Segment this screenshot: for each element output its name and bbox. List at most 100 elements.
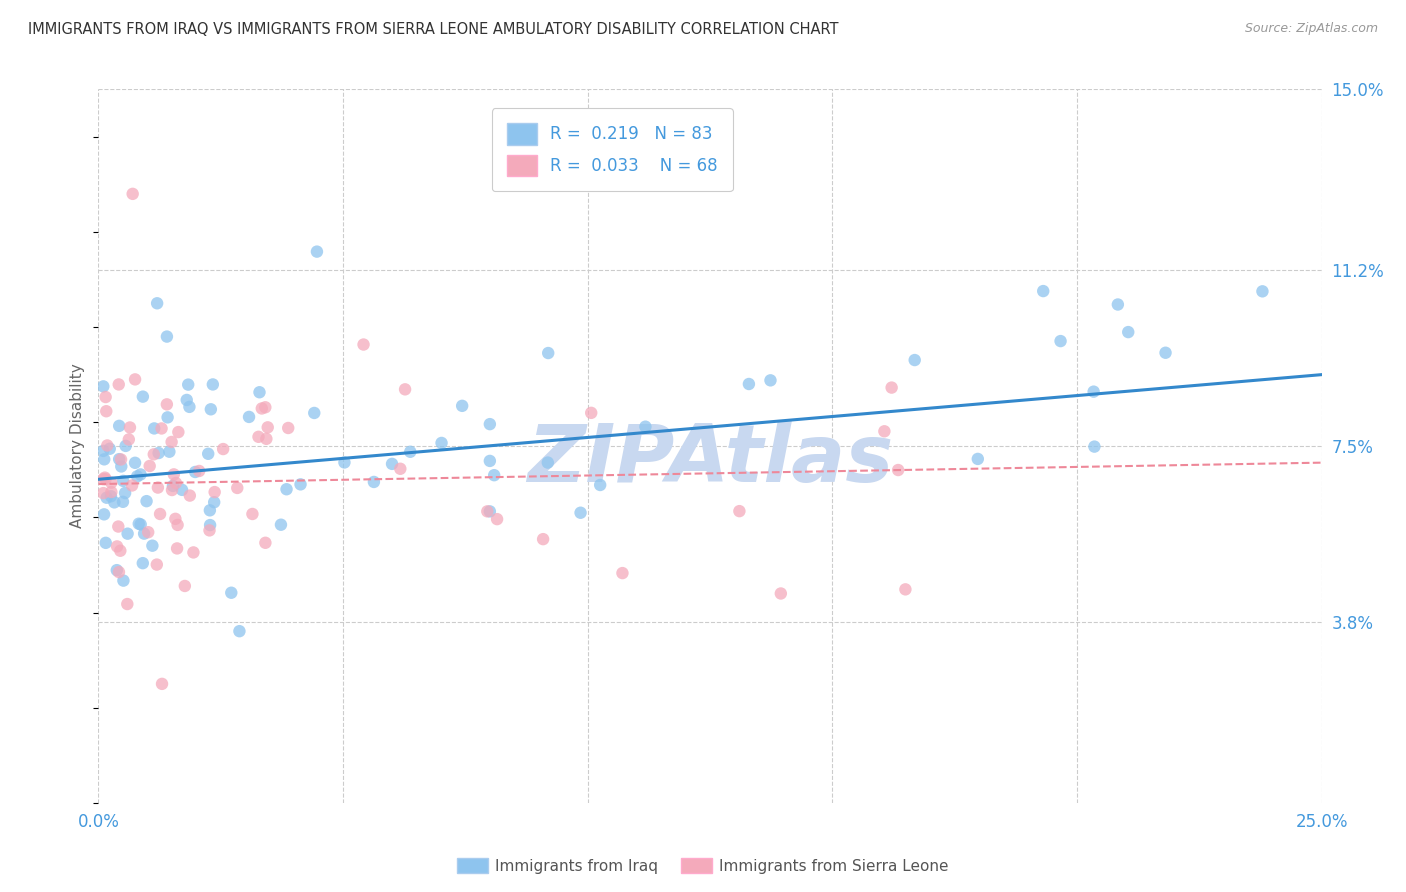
Point <box>228 624 250 639</box>
Point <box>143 421 166 435</box>
Y-axis label: Ambulatory Disability: Ambulatory Disability <box>70 364 86 528</box>
Point <box>108 418 131 433</box>
Point <box>353 337 375 351</box>
Point <box>121 478 143 492</box>
Point <box>242 507 264 521</box>
Point <box>94 390 117 404</box>
Point <box>165 475 187 490</box>
Point <box>394 382 416 396</box>
Point <box>188 464 211 478</box>
Point <box>167 425 190 439</box>
Point <box>141 539 163 553</box>
Point <box>238 409 260 424</box>
Point <box>966 451 988 466</box>
Point <box>128 516 150 531</box>
Point <box>1032 284 1054 298</box>
Point <box>363 475 385 489</box>
Point <box>146 296 169 310</box>
Point <box>114 486 136 500</box>
Point <box>91 472 114 486</box>
Point <box>254 432 277 446</box>
Point <box>226 481 249 495</box>
Point <box>478 504 501 518</box>
Point <box>1251 285 1274 299</box>
Point <box>201 377 224 392</box>
Point <box>531 532 554 546</box>
Point <box>887 463 910 477</box>
Point <box>254 536 277 550</box>
Point <box>146 481 169 495</box>
Point <box>117 526 139 541</box>
Point <box>451 399 474 413</box>
Point <box>156 329 179 343</box>
Point <box>381 457 404 471</box>
Point <box>250 401 273 416</box>
Point <box>537 456 560 470</box>
Point <box>132 390 155 404</box>
Point <box>124 456 146 470</box>
Point <box>221 586 243 600</box>
Point <box>129 517 152 532</box>
Point <box>160 483 183 497</box>
Point <box>96 491 118 505</box>
Point <box>1116 325 1139 339</box>
Point <box>138 458 160 473</box>
Legend: Immigrants from Iraq, Immigrants from Sierra Leone: Immigrants from Iraq, Immigrants from Si… <box>451 852 955 880</box>
Text: ZIPAtlas: ZIPAtlas <box>527 421 893 500</box>
Point <box>132 556 155 570</box>
Point <box>100 475 122 490</box>
Point <box>91 486 114 500</box>
Point <box>146 558 169 572</box>
Point <box>1083 440 1105 454</box>
Point <box>166 517 188 532</box>
Point <box>148 446 170 460</box>
Point <box>173 579 195 593</box>
Point <box>100 485 122 500</box>
Point <box>112 574 135 588</box>
Point <box>254 401 277 415</box>
Point <box>165 512 187 526</box>
Point <box>129 467 152 482</box>
Point <box>202 495 225 509</box>
Point <box>477 504 499 518</box>
Point <box>98 442 121 456</box>
Point <box>769 586 792 600</box>
Point <box>270 517 292 532</box>
Point <box>333 455 356 469</box>
Point <box>103 495 125 509</box>
Point <box>276 482 298 496</box>
Point <box>728 504 751 518</box>
Point <box>589 478 612 492</box>
Point <box>894 582 917 597</box>
Point <box>247 430 270 444</box>
Point <box>305 244 328 259</box>
Point <box>212 442 235 456</box>
Point <box>482 468 505 483</box>
Legend: R =  0.219   N = 83, R =  0.033    N = 68: R = 0.219 N = 83, R = 0.033 N = 68 <box>492 108 733 191</box>
Point <box>110 543 132 558</box>
Point <box>110 452 132 467</box>
Point <box>94 472 117 486</box>
Point <box>430 436 453 450</box>
Point <box>277 421 299 435</box>
Point <box>111 495 134 509</box>
Point <box>150 421 173 435</box>
Point <box>135 494 157 508</box>
Point <box>157 444 180 458</box>
Point <box>118 433 141 447</box>
Point <box>1083 384 1105 399</box>
Point <box>114 439 136 453</box>
Point <box>142 447 165 461</box>
Point <box>93 452 115 467</box>
Text: IMMIGRANTS FROM IRAQ VS IMMIGRANTS FROM SIERRA LEONE AMBULATORY DISABILITY CORRE: IMMIGRANTS FROM IRAQ VS IMMIGRANTS FROM … <box>28 22 838 37</box>
Point <box>110 459 132 474</box>
Point <box>124 372 146 386</box>
Point <box>256 420 278 434</box>
Point <box>149 507 172 521</box>
Point <box>183 545 205 559</box>
Point <box>105 563 128 577</box>
Point <box>200 402 222 417</box>
Point <box>738 376 761 391</box>
Point <box>93 508 115 522</box>
Point <box>1049 334 1071 348</box>
